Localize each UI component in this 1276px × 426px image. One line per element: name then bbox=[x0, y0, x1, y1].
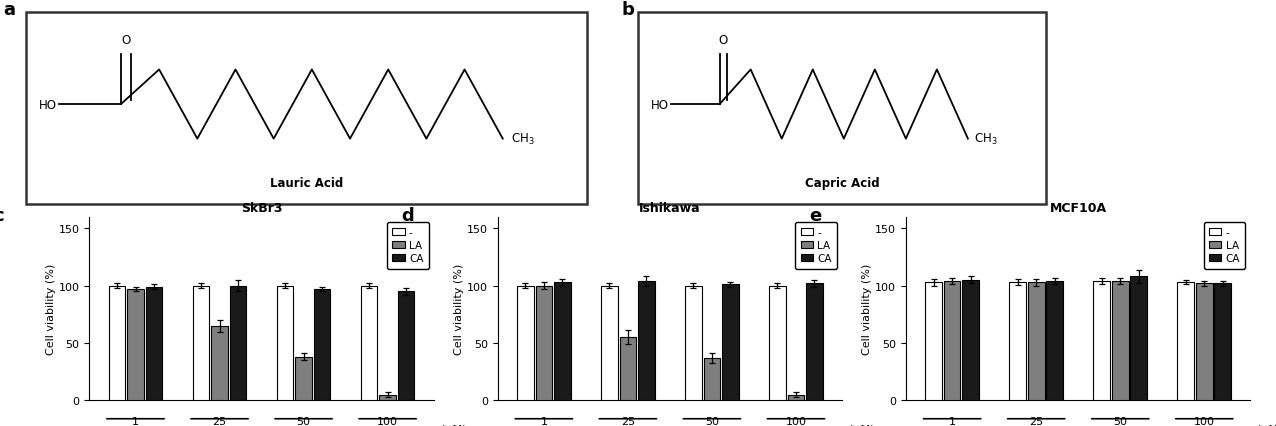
Bar bbox=[295, 357, 311, 400]
Y-axis label: Cell viability (%): Cell viability (%) bbox=[863, 263, 873, 354]
Bar bbox=[536, 286, 553, 400]
Bar bbox=[277, 286, 293, 400]
Bar bbox=[517, 286, 533, 400]
Bar bbox=[806, 284, 823, 400]
Bar bbox=[314, 289, 330, 400]
Bar bbox=[108, 286, 125, 400]
Bar bbox=[601, 286, 618, 400]
Bar bbox=[638, 282, 655, 400]
Title: SkBr3: SkBr3 bbox=[241, 202, 282, 215]
Text: (μM): (μM) bbox=[440, 424, 466, 426]
Title: MCF10A: MCF10A bbox=[1050, 202, 1106, 215]
Bar bbox=[1196, 284, 1212, 400]
Bar bbox=[1009, 282, 1026, 400]
Bar bbox=[620, 337, 637, 400]
Bar bbox=[769, 286, 786, 400]
Bar bbox=[554, 282, 570, 400]
Bar bbox=[1028, 282, 1045, 400]
Bar bbox=[1131, 277, 1147, 400]
Text: e: e bbox=[809, 206, 822, 224]
Bar bbox=[925, 282, 942, 400]
Bar bbox=[962, 280, 979, 400]
Bar bbox=[361, 286, 378, 400]
Bar bbox=[230, 286, 246, 400]
Bar bbox=[944, 282, 961, 400]
Text: b: b bbox=[621, 1, 634, 19]
Legend: -, LA, CA: -, LA, CA bbox=[387, 222, 429, 269]
Bar bbox=[379, 395, 396, 400]
Text: c: c bbox=[0, 206, 4, 224]
Bar bbox=[1111, 282, 1128, 400]
Text: Capric Acid: Capric Acid bbox=[805, 176, 879, 189]
Bar bbox=[685, 286, 702, 400]
Bar bbox=[1215, 284, 1231, 400]
Text: HO: HO bbox=[38, 98, 56, 111]
Legend: -, LA, CA: -, LA, CA bbox=[795, 222, 837, 269]
Y-axis label: Cell viability (%): Cell viability (%) bbox=[454, 263, 464, 354]
Bar bbox=[145, 287, 162, 400]
Title: Ishikawa: Ishikawa bbox=[639, 202, 701, 215]
Bar bbox=[1094, 282, 1110, 400]
Text: a: a bbox=[3, 1, 15, 19]
Text: HO: HO bbox=[651, 98, 669, 111]
Bar bbox=[1046, 282, 1063, 400]
Text: O: O bbox=[121, 35, 130, 47]
Text: (μM): (μM) bbox=[1257, 424, 1276, 426]
Text: (μM): (μM) bbox=[849, 424, 874, 426]
Bar bbox=[703, 358, 720, 400]
Text: CH$_3$: CH$_3$ bbox=[512, 132, 535, 147]
Bar bbox=[722, 285, 739, 400]
Bar bbox=[787, 395, 804, 400]
Bar bbox=[212, 326, 228, 400]
Text: CH$_3$: CH$_3$ bbox=[974, 132, 998, 147]
Y-axis label: Cell viability (%): Cell viability (%) bbox=[46, 263, 56, 354]
Bar bbox=[128, 289, 144, 400]
Bar bbox=[1178, 282, 1194, 400]
Text: d: d bbox=[401, 206, 413, 224]
Bar bbox=[193, 286, 209, 400]
Text: Lauric Acid: Lauric Acid bbox=[269, 176, 343, 189]
Legend: -, LA, CA: -, LA, CA bbox=[1203, 222, 1245, 269]
Bar bbox=[398, 292, 415, 400]
Text: O: O bbox=[718, 35, 729, 47]
